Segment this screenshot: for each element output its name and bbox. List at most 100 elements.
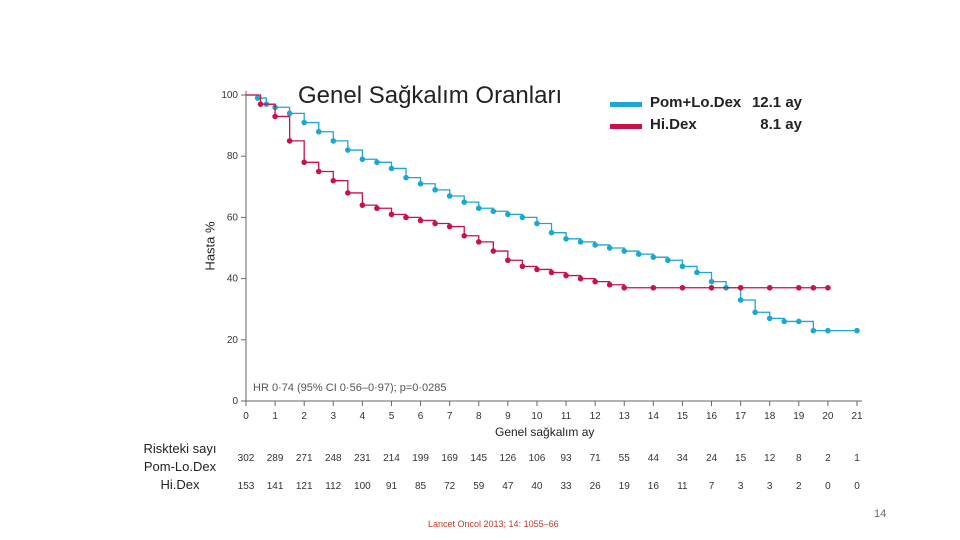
risk-value: 55 bbox=[619, 453, 631, 464]
y-tick-label: 80 bbox=[227, 151, 239, 162]
series-point-1 bbox=[286, 138, 293, 144]
series-point-1 bbox=[359, 202, 366, 208]
series-point-0 bbox=[854, 327, 860, 334]
risk-value: 40 bbox=[531, 481, 543, 492]
series-point-0 bbox=[606, 245, 613, 251]
risk-value: 44 bbox=[648, 453, 660, 464]
risk-value: 47 bbox=[502, 481, 514, 492]
risk-value: 1 bbox=[854, 453, 860, 464]
x-tick-label: 13 bbox=[619, 411, 631, 422]
legend-median-pom: 12.1 ay bbox=[751, 94, 802, 111]
series-line-1 bbox=[246, 94, 828, 289]
risk-table-labels: Riskteki sayı Pom-Lo.Dex Hi.Dex bbox=[130, 440, 230, 494]
risk-table: 302 289 271 248 231 214 199 169 145 126 106 93 71 55 4… bbox=[238, 453, 861, 492]
risk-value: 59 bbox=[473, 481, 485, 492]
x-tick-label: 9 bbox=[505, 411, 511, 422]
risk-value: 2 bbox=[796, 481, 802, 492]
series-point-1 bbox=[388, 211, 395, 218]
risk-value: 16 bbox=[648, 481, 660, 492]
series-point-0 bbox=[650, 254, 657, 260]
risk-row-label-pom: Pom-Lo.Dex bbox=[143, 459, 217, 474]
series-point-0 bbox=[417, 180, 424, 187]
series-point-0 bbox=[810, 327, 817, 334]
series-point-1 bbox=[374, 205, 380, 212]
x-tick-label: 19 bbox=[793, 411, 805, 422]
legend-swatch-pom bbox=[610, 102, 642, 107]
series-point-0 bbox=[505, 211, 511, 218]
x-tick-label: 21 bbox=[851, 411, 863, 422]
series-point-0 bbox=[475, 205, 482, 212]
x-tick-label: 7 bbox=[447, 411, 453, 422]
series-point-1 bbox=[679, 284, 686, 291]
risk-value: 289 bbox=[267, 453, 284, 464]
x-tick-label: 1 bbox=[272, 411, 278, 422]
x-tick-label: 20 bbox=[822, 411, 834, 422]
risk-value: 0 bbox=[825, 481, 831, 492]
y-tick-label: 60 bbox=[227, 212, 239, 223]
x-tick-label: 16 bbox=[706, 411, 718, 422]
series-point-1 bbox=[650, 284, 657, 291]
series-point-0 bbox=[752, 309, 758, 316]
risk-value: 33 bbox=[560, 481, 572, 492]
risk-value: 0 bbox=[854, 481, 860, 492]
legend-name-hidex: Hi.Dex bbox=[650, 116, 697, 133]
risk-value: 169 bbox=[441, 453, 458, 464]
series-point-0 bbox=[345, 147, 351, 153]
risk-value: 24 bbox=[706, 453, 718, 464]
series-point-1 bbox=[432, 220, 438, 227]
risk-value: 141 bbox=[267, 481, 284, 492]
chart-title: Genel Sağkalım Oranları bbox=[298, 82, 563, 109]
series-point-1 bbox=[737, 284, 744, 291]
series-point-1 bbox=[272, 113, 278, 120]
series-point-1 bbox=[796, 284, 802, 291]
series-point-1 bbox=[708, 284, 715, 291]
series-point-1 bbox=[519, 263, 526, 270]
risk-row-label-hidex: Hi.Dex bbox=[160, 477, 200, 492]
legend-swatch-hidex bbox=[610, 124, 642, 129]
x-tick-label: 15 bbox=[677, 411, 689, 422]
risk-value: 91 bbox=[386, 481, 398, 492]
series-layer bbox=[246, 94, 860, 334]
series-point-0 bbox=[796, 318, 802, 325]
series-point-0 bbox=[388, 165, 395, 172]
series-point-0 bbox=[665, 257, 671, 264]
risk-table-title: Riskteki sayı bbox=[143, 441, 217, 456]
risk-value: 26 bbox=[590, 481, 602, 492]
series-point-1 bbox=[417, 217, 424, 224]
series-point-0 bbox=[679, 263, 686, 270]
series-point-0 bbox=[548, 229, 555, 236]
risk-value: 271 bbox=[296, 453, 313, 464]
series-point-0 bbox=[490, 208, 497, 215]
series-point-1 bbox=[446, 223, 453, 230]
series-point-0 bbox=[825, 327, 831, 334]
series-point-0 bbox=[592, 242, 598, 248]
series-point-0 bbox=[737, 297, 744, 303]
series-point-0 bbox=[708, 278, 715, 285]
series-point-1 bbox=[577, 275, 584, 282]
series-point-0 bbox=[315, 128, 322, 135]
series-point-0 bbox=[330, 138, 337, 144]
series-point-1 bbox=[490, 248, 497, 254]
series-point-0 bbox=[519, 214, 526, 221]
risk-value: 8 bbox=[796, 453, 802, 464]
risk-value: 121 bbox=[296, 481, 313, 492]
risk-value: 199 bbox=[412, 453, 429, 464]
series-point-1 bbox=[257, 101, 264, 107]
y-tick-label: 100 bbox=[221, 90, 238, 101]
risk-value: 85 bbox=[415, 481, 427, 492]
x-tick-label: 8 bbox=[476, 411, 482, 422]
series-point-0 bbox=[446, 193, 453, 199]
series-point-1 bbox=[592, 278, 598, 285]
series-point-0 bbox=[781, 318, 788, 325]
series-point-0 bbox=[254, 95, 261, 101]
x-axis-label: Genel sağkalım ay bbox=[495, 425, 595, 439]
series-point-0 bbox=[461, 199, 468, 205]
x-tick-label: 14 bbox=[648, 411, 660, 422]
series-point-0 bbox=[374, 159, 380, 166]
x-tick-label: 17 bbox=[735, 411, 747, 422]
y-tick-label: 20 bbox=[227, 335, 239, 346]
series-line-0 bbox=[246, 94, 857, 332]
series-point-1 bbox=[766, 284, 773, 291]
series-point-0 bbox=[432, 187, 438, 193]
hazard-ratio-annotation: HR 0·74 (95% CI 0·56–0·97); p=0·0285 bbox=[253, 382, 447, 394]
